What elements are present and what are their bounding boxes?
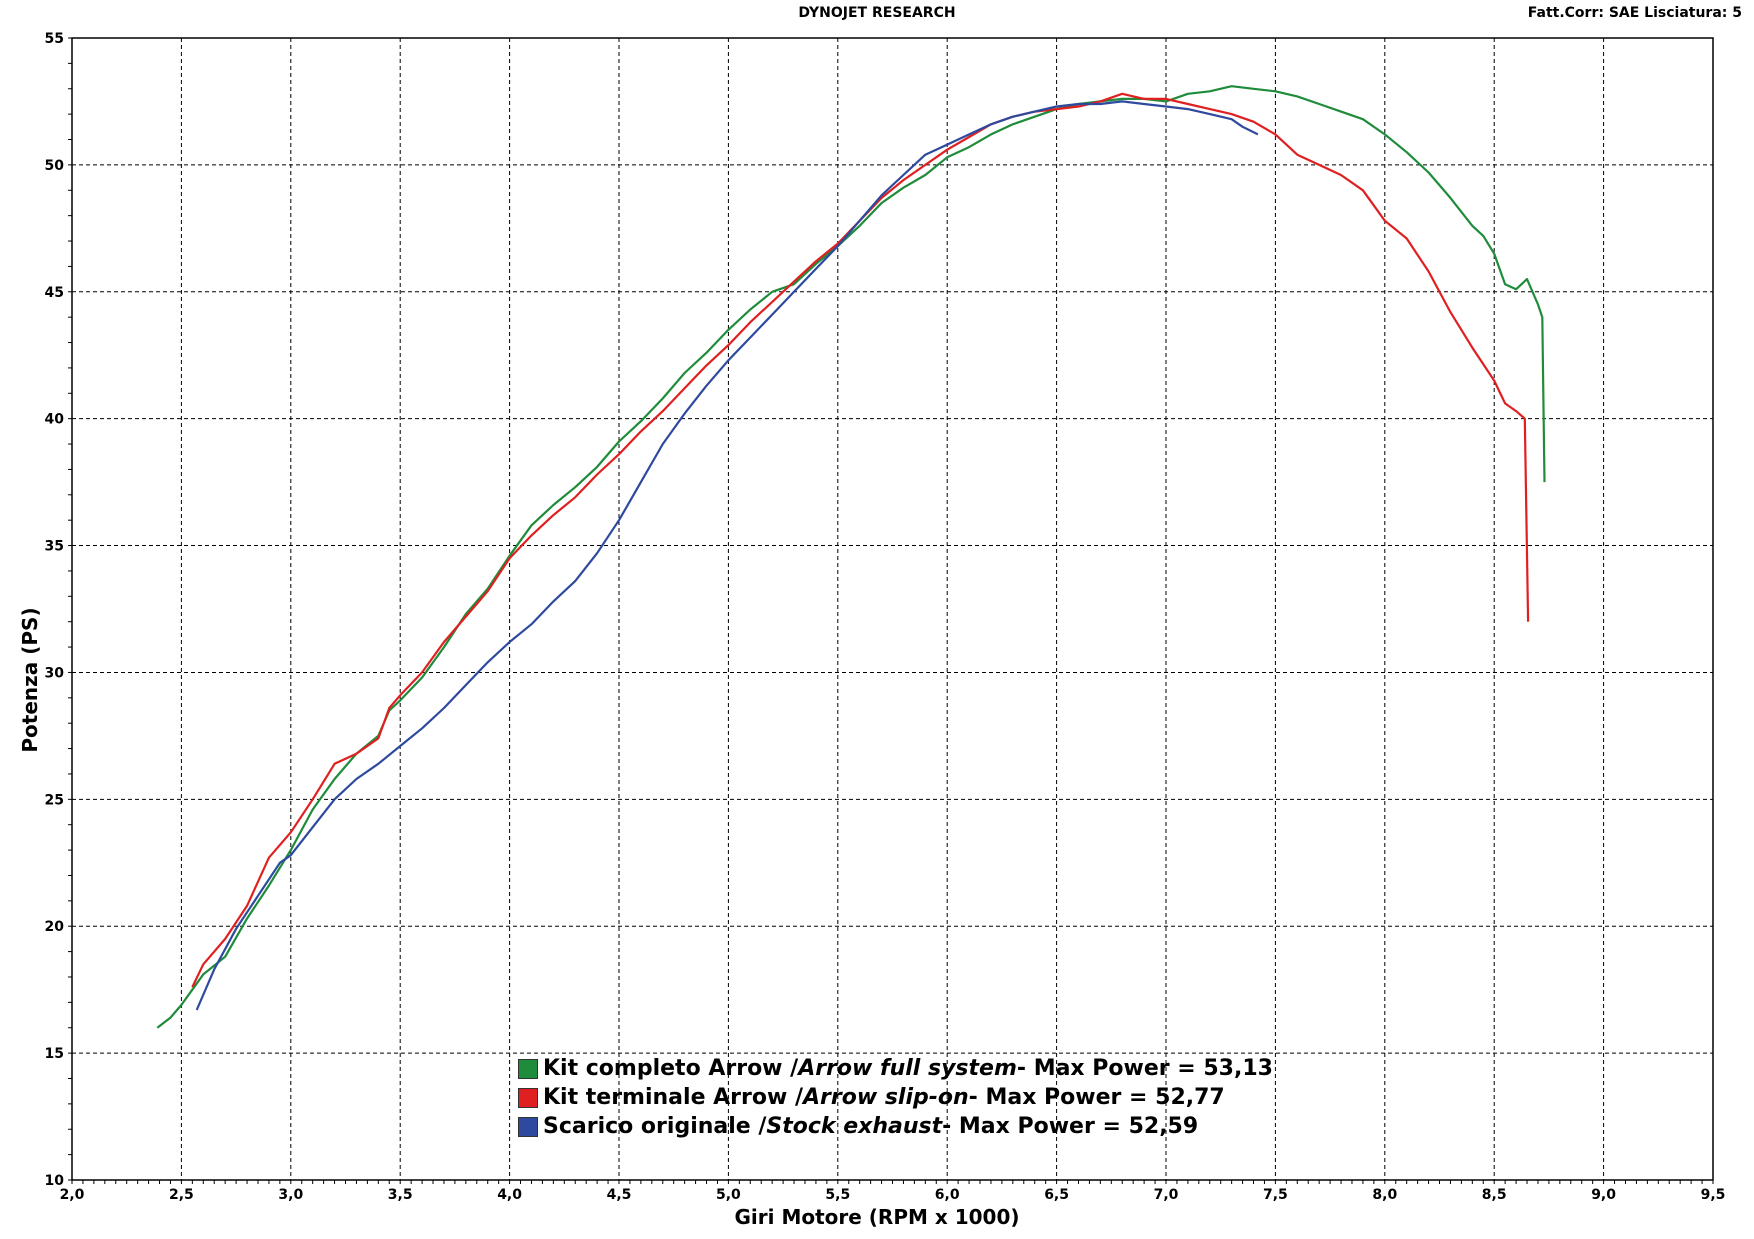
legend-text-suffix: - Max Power = 52,77: [968, 1085, 1225, 1110]
x-tick-label: 8,0: [1372, 1187, 1397, 1203]
legend-swatch-blue: [518, 1116, 538, 1137]
x-tick-label: 4,5: [607, 1187, 632, 1203]
chart-title: DYNOJET RESEARCH: [798, 5, 956, 21]
x-tick-label: 9,0: [1591, 1187, 1616, 1203]
legend-item-full-system: Kit completo Arrow / Arrow full system -…: [518, 1054, 1273, 1083]
y-tick-label: 40: [45, 412, 65, 428]
legend-swatch-red: [518, 1087, 538, 1108]
y-tick-label: 35: [45, 539, 64, 555]
x-tick-label: 5,0: [716, 1187, 741, 1203]
x-tick-label: 9,5: [1701, 1187, 1726, 1203]
x-tick-label: 6,0: [935, 1187, 960, 1203]
x-tick-label: 8,5: [1482, 1187, 1507, 1203]
legend-text-prefix: Kit completo Arrow /: [543, 1056, 799, 1081]
y-tick-label: 30: [45, 665, 65, 681]
y-tick-label: 55: [45, 31, 64, 47]
y-axis-label: Potenza (PS): [18, 607, 42, 753]
series-line-stock: [195, 100, 1259, 1011]
x-tick-label: 7,0: [1154, 1187, 1179, 1203]
x-tick-label: 2,5: [169, 1187, 194, 1203]
x-tick-label: 3,0: [278, 1187, 303, 1203]
x-tick-label: 5,5: [825, 1187, 850, 1203]
correction-info: Fatt.Corr: SAE Lisciatura: 5: [1527, 5, 1742, 21]
legend-text-prefix: Scarico originale /: [543, 1114, 767, 1139]
legend-text-italic: Arrow slip-on: [803, 1085, 969, 1110]
axis-ticks: 2,0 2,5 3,0 3,5 4,0 4,5 5,0 5,5 6,0 6,5 7,0 7,5 8,0 8…: [45, 31, 1726, 1203]
series-line-slip-on: [191, 92, 1530, 988]
grid: [72, 38, 1713, 1180]
legend-text-prefix: Kit terminale Arrow /: [543, 1085, 804, 1110]
y-tick-label: 50: [45, 158, 65, 174]
x-axis-label: Giri Motore (RPM x 1000): [734, 1205, 1020, 1229]
x-tick-label: 2,0: [60, 1187, 85, 1203]
legend-text-italic: Arrow full system: [798, 1056, 1017, 1081]
y-tick-label: 25: [45, 792, 64, 808]
legend: Kit completo Arrow / Arrow full system -…: [518, 1054, 1273, 1141]
y-tick-label: 10: [45, 1173, 65, 1189]
y-tick-label: 45: [45, 285, 64, 301]
y-tick-label: 20: [45, 919, 65, 935]
series-line-full-system: [156, 85, 1546, 1029]
legend-swatch-green: [518, 1058, 538, 1079]
x-tick-label: 7,5: [1263, 1187, 1288, 1203]
legend-item-stock: Scarico originale / Stock exhaust - Max …: [518, 1112, 1273, 1141]
legend-text-suffix: - Max Power = 52,59: [942, 1114, 1199, 1139]
legend-item-slip-on: Kit terminale Arrow / Arrow slip-on - Ma…: [518, 1083, 1273, 1112]
x-tick-label: 6,5: [1044, 1187, 1069, 1203]
x-tick-label: 4,0: [497, 1187, 522, 1203]
x-tick-label: 3,5: [388, 1187, 413, 1203]
plot-frame: [71, 37, 1714, 1181]
y-tick-label: 15: [45, 1046, 64, 1062]
legend-text-italic: Stock exhaust: [766, 1114, 943, 1139]
series-lines: [156, 85, 1546, 1029]
legend-text-suffix: - Max Power = 53,13: [1016, 1056, 1273, 1081]
